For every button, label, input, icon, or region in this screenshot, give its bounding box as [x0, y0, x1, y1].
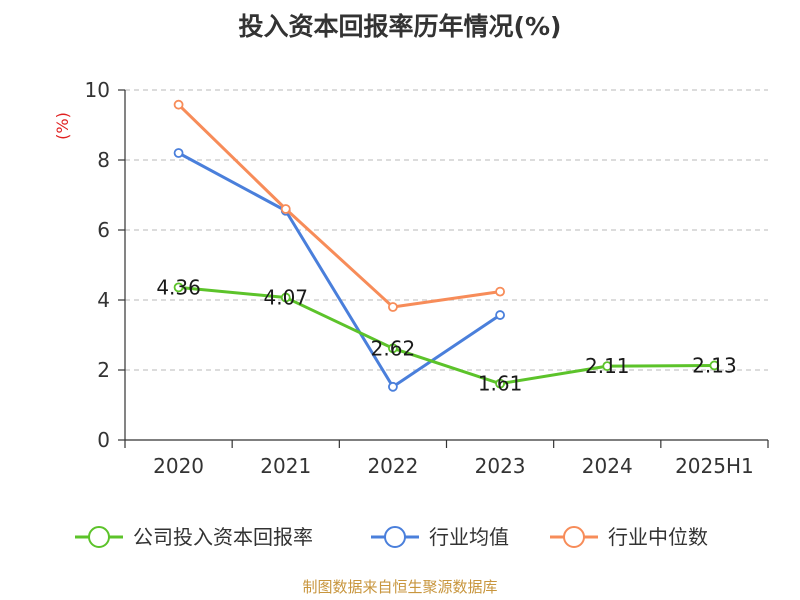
- x-tick-label: 2021: [260, 454, 311, 478]
- axes: 0 2 4 6 8 10 2020 2021 2022 2023 2024 2025H1: [85, 78, 769, 478]
- data-point[interactable]: [173, 148, 184, 158]
- data-label: 2.11: [585, 354, 630, 378]
- data-point[interactable]: [388, 343, 398, 354]
- data-point[interactable]: [388, 381, 398, 392]
- x-tick-label: 2024: [582, 454, 633, 478]
- series-line: [178, 285, 715, 386]
- y-tick-label: 2: [97, 358, 110, 382]
- legend-marker: [88, 526, 110, 548]
- x-tick-label: 2023: [475, 454, 526, 478]
- grid: [125, 89, 768, 371]
- legend[interactable]: 公司投入资本回报率 行业均值 行业中位数: [75, 525, 708, 549]
- legend-label: 行业均值: [429, 525, 509, 549]
- legend-item[interactable]: 行业中位数: [550, 525, 708, 549]
- y-tick-label: 0: [97, 428, 110, 452]
- y-tick-label: 8: [97, 148, 110, 172]
- series-line: [177, 103, 501, 309]
- legend-item[interactable]: 行业均值: [371, 525, 509, 549]
- data-point[interactable]: [709, 360, 720, 371]
- legend-marker: [563, 526, 585, 548]
- data-label: 4.07: [263, 286, 308, 310]
- chart-title: 投入资本回报率历年情况(%): [239, 12, 562, 41]
- data-labels: 4.36 4.07 2.62 1.61 2.11 2.13: [156, 275, 736, 395]
- data-point[interactable]: [280, 292, 291, 303]
- x-tick-label: 2020: [153, 454, 204, 478]
- legend-marker: [384, 526, 406, 548]
- y-tick-label: 4: [97, 288, 110, 312]
- data-label: 1.61: [478, 372, 523, 396]
- data-point[interactable]: [495, 310, 505, 320]
- x-tick-label: 2022: [367, 454, 418, 478]
- legend-label: 公司投入资本回报率: [133, 525, 313, 549]
- data-point[interactable]: [173, 282, 184, 293]
- x-tick-label: 2025H1: [675, 454, 754, 478]
- data-label: 2.13: [692, 353, 737, 377]
- y-tick-label: 6: [97, 218, 110, 242]
- legend-label: 行业中位数: [608, 525, 708, 549]
- series-line: [177, 151, 501, 389]
- data-point[interactable]: [602, 361, 613, 372]
- data-point[interactable]: [388, 302, 398, 312]
- data-label: 4.36: [156, 275, 201, 299]
- series-layer: [173, 99, 720, 392]
- data-point[interactable]: [173, 99, 184, 110]
- y-axis-label: (%): [53, 112, 72, 140]
- data-point[interactable]: [495, 286, 505, 297]
- legend-item[interactable]: 公司投入资本回报率: [75, 525, 313, 549]
- source-note: 制图数据来自恒生聚源数据库: [302, 578, 497, 596]
- y-tick-label: 10: [85, 78, 110, 102]
- data-point[interactable]: [280, 204, 291, 214]
- data-point[interactable]: [495, 378, 505, 389]
- data-label: 2.62: [371, 336, 416, 360]
